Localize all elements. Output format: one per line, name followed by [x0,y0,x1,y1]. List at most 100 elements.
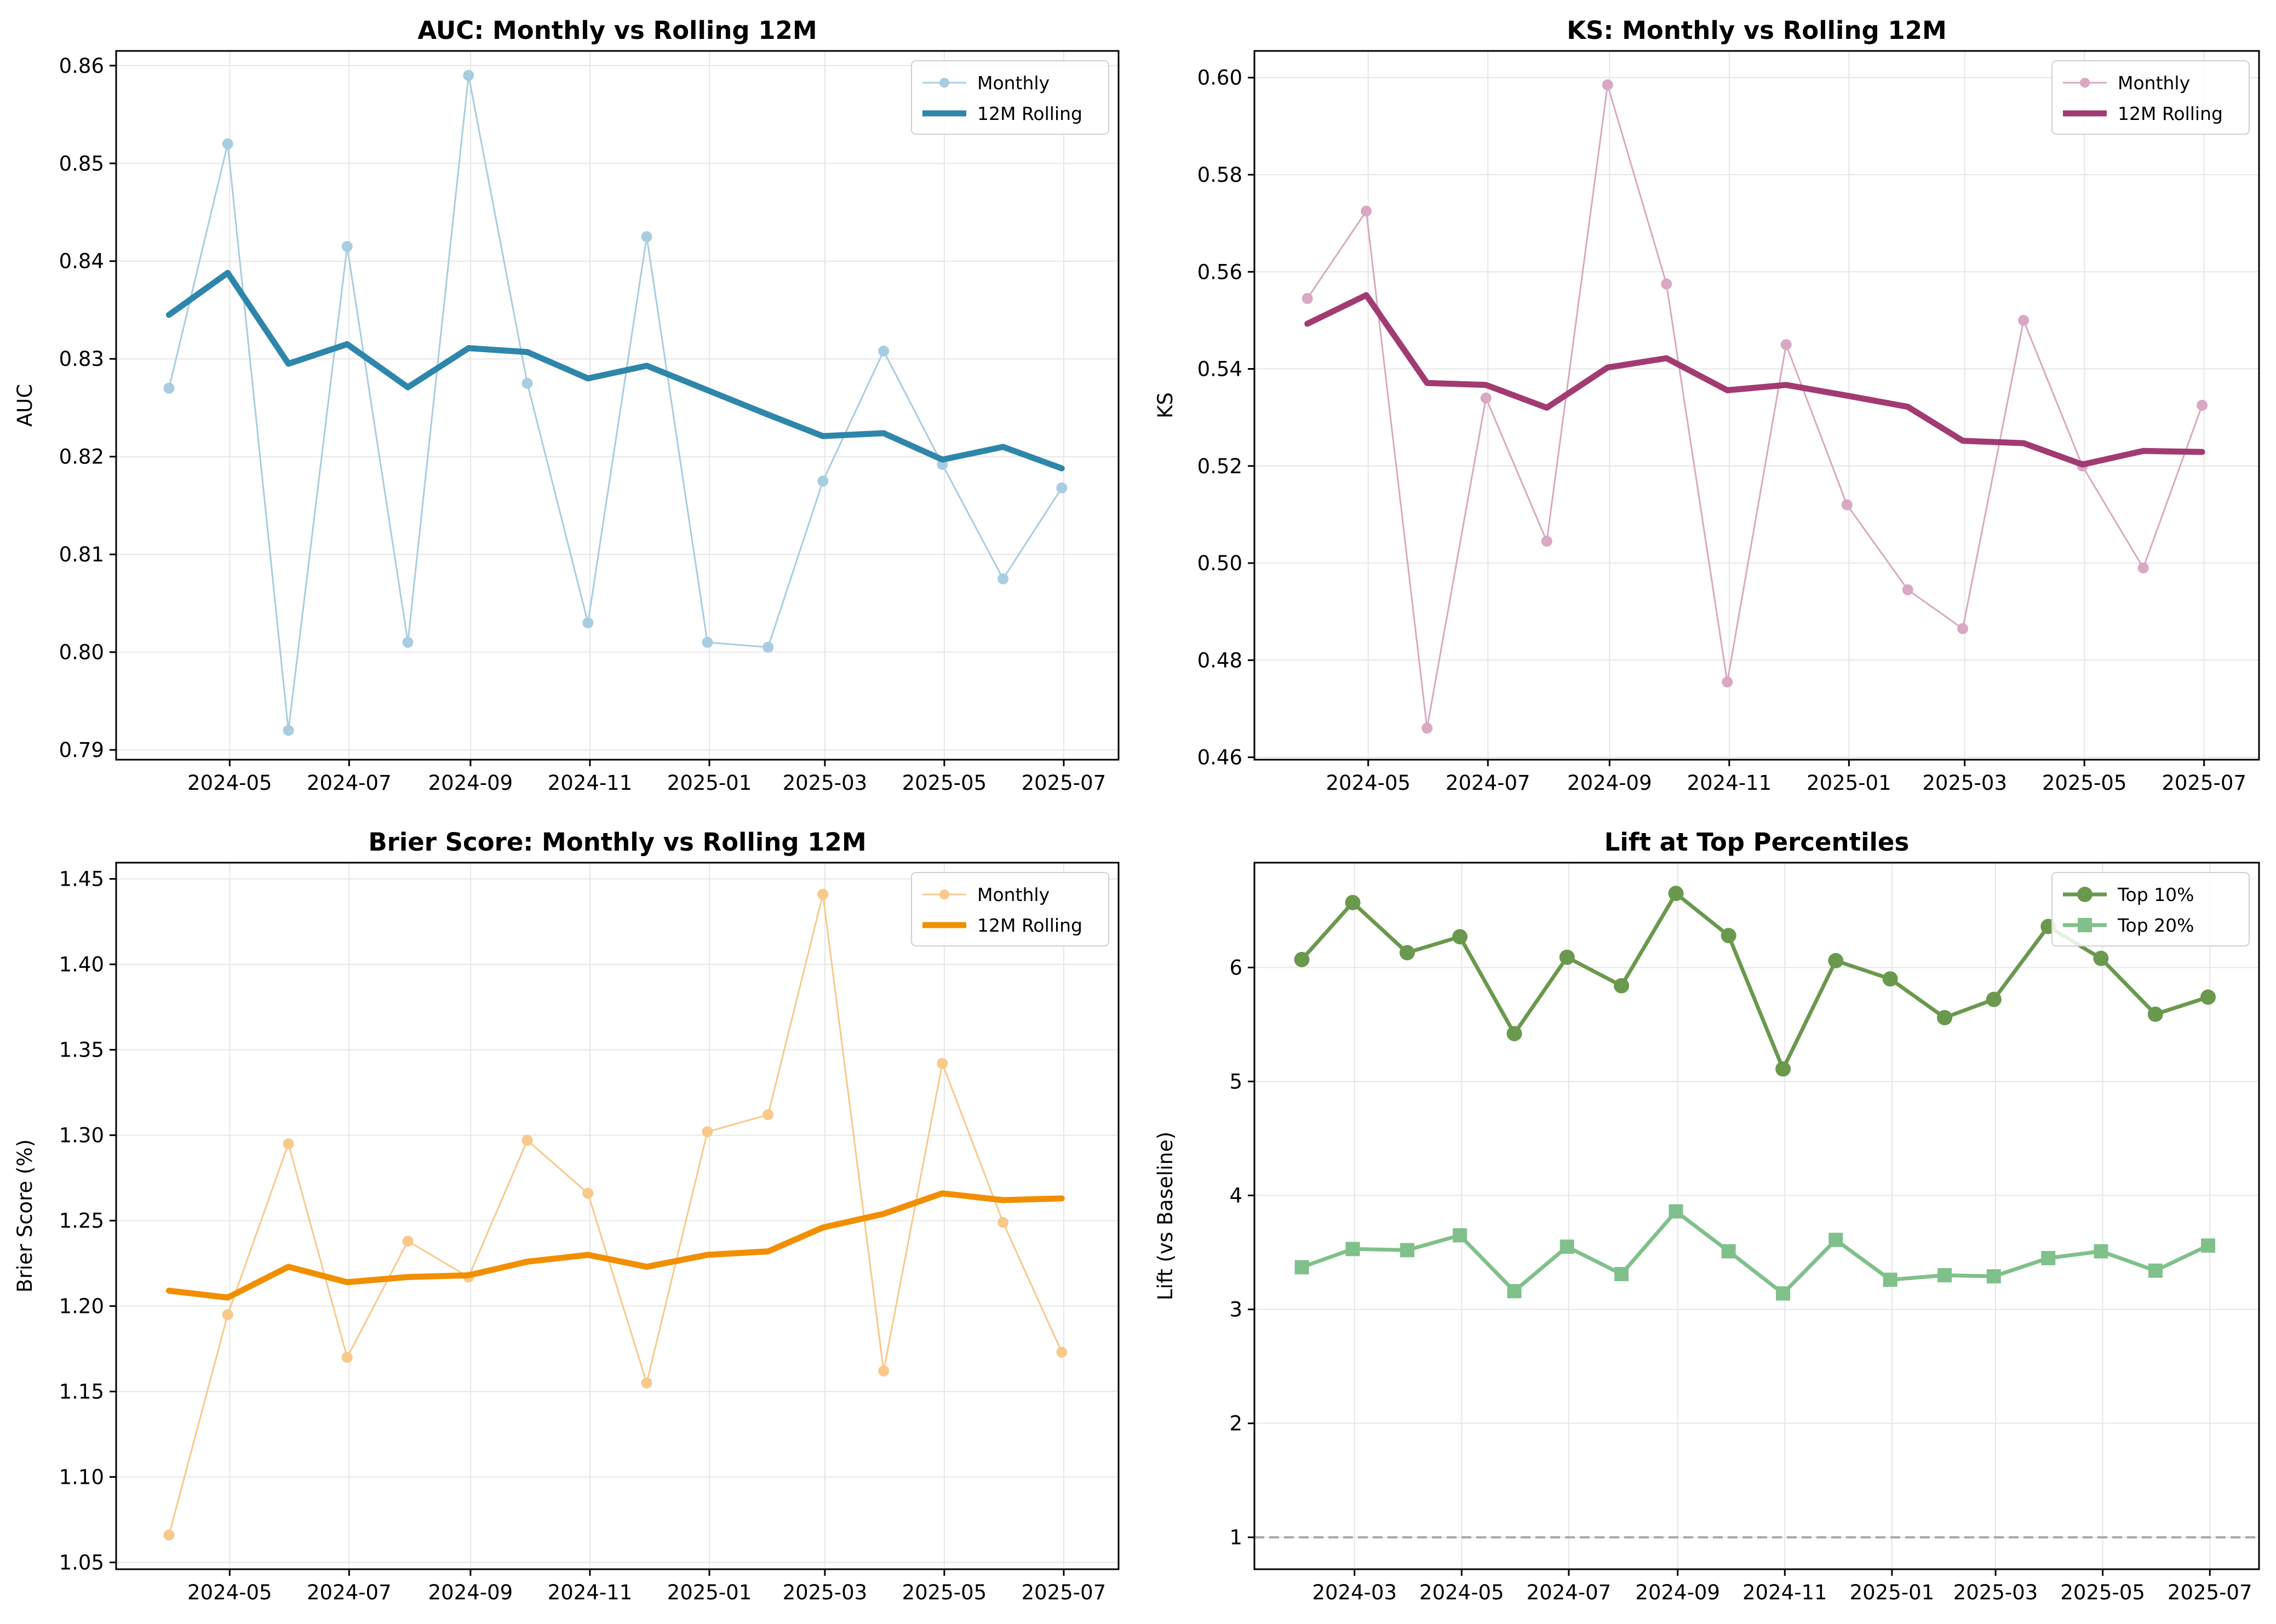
x-tick-label: 2025-03 [783,771,868,795]
series-line [1300,1209,2210,1295]
legend-label: Monthly [2118,72,2190,94]
series-1 [1302,79,2208,734]
series-line [1304,292,2205,468]
data-point [997,1216,1009,1228]
y-tick-label: 0.85 [59,152,104,175]
grid [1254,863,2259,1569]
data-point [2093,950,2109,966]
data-point [163,1529,175,1541]
x-tick-label: 2025-03 [1922,771,2007,795]
x-tick-label: 2024-09 [1567,771,1652,795]
series-2 [1304,292,2205,468]
data-point [1841,499,1853,510]
data-point [341,240,353,252]
x-tick-label: 2025-05 [902,1581,987,1604]
series-1 [1294,886,2216,1077]
data-point [163,382,175,394]
data-point [1986,1269,2001,1284]
data-point [817,475,829,487]
data-point [1828,952,1844,968]
y-tick-label: 1.25 [59,1209,104,1233]
y-tick-label: 0.56 [1197,260,1242,284]
data-point [1056,482,1068,493]
plot-frame [115,50,1120,761]
data-point [2148,1263,2163,1278]
data-point [1399,945,1415,961]
y-tick-label: 1.15 [59,1380,104,1404]
y-tick-label: 0.79 [59,738,104,762]
y-tick-label: 1.45 [59,868,104,891]
data-point [283,725,294,736]
x-tick-label: 2024-09 [428,1581,513,1604]
y-tick-label: 0.52 [1197,455,1242,478]
grid [1254,51,2259,760]
y-tick-label: 1.35 [59,1038,104,1062]
y-axis-label: Brier Score (%) [13,1139,37,1293]
y-tick-label: 0.48 [1197,649,1242,672]
data-point [1721,1244,1736,1259]
series-line [166,1190,1065,1301]
data-point [1775,1061,1791,1077]
series-line [1306,84,2203,729]
data-point [1294,951,1310,967]
data-point [1302,293,1313,305]
data-point [1661,278,1672,290]
legend-label: Monthly [977,72,1050,94]
data-point [222,1309,233,1321]
legend-marker [2080,78,2090,88]
data-point [997,573,1009,584]
legend-item: 12M Rolling [922,103,1082,124]
y-tick-label: 0.84 [59,250,104,273]
chart-title: KS: Monthly vs Rolling 12M [1567,16,1947,45]
series-line [168,74,1063,731]
x-tick-label: 2025-01 [667,1581,752,1604]
y-tick-label: 1.20 [59,1295,104,1318]
x-tick-label: 2024-05 [187,771,272,795]
x-tick-label: 2024-07 [307,1581,392,1604]
x-tick-label: 2024-05 [1419,1581,1504,1604]
series-line [166,269,1065,472]
data-point [1560,1239,1574,1254]
x-tick-label: 2025-01 [667,771,752,795]
data-point [641,1377,652,1388]
data-point [582,1187,594,1199]
legend-label: 12M Rolling [977,915,1082,936]
data-point [402,636,414,648]
data-point [1614,1267,1629,1282]
data-point [1883,1272,1897,1287]
legend-label: Top 20% [2117,915,2194,936]
data-point [763,1109,774,1121]
y-tick-label: 3 [1229,1298,1242,1322]
legend: Top 10% Top 20% [2051,872,2250,946]
data-point [1452,929,1468,945]
legend: Monthly 12M Rolling [2051,60,2250,135]
data-point [2137,562,2149,573]
y-tick-label: 0.46 [1197,746,1242,770]
legend-item: 12M Rolling [922,915,1082,936]
data-point [1902,584,1913,595]
data-point [1056,1346,1068,1358]
data-point [283,1138,294,1150]
y-axis-label: AUC [13,384,37,427]
y-axis-label: Lift (vs Baseline) [1154,1132,1177,1300]
legend-marker [2078,918,2092,932]
legend-item: Monthly [2063,72,2190,94]
y-tick-label: 0.60 [1197,66,1242,90]
y-tick-label: 0.58 [1197,163,1242,187]
y-tick-label: 4 [1229,1184,1242,1208]
data-point [878,345,890,357]
data-point [1345,894,1361,910]
data-point [1937,1009,1953,1025]
legend-label: Top 10% [2117,884,2194,905]
data-point [1722,676,1733,688]
grid [116,863,1119,1569]
y-tick-label: 0.82 [59,445,104,469]
legend-item: Top 10% [2063,884,2194,905]
legend-item: Monthly [922,72,1050,94]
data-point [1361,205,1372,217]
y-tick-label: 0.86 [59,54,104,78]
data-point [2094,1244,2108,1259]
x-tick-label: 2024-07 [1527,1581,1612,1604]
data-point [463,70,474,81]
data-point [1421,722,1433,734]
